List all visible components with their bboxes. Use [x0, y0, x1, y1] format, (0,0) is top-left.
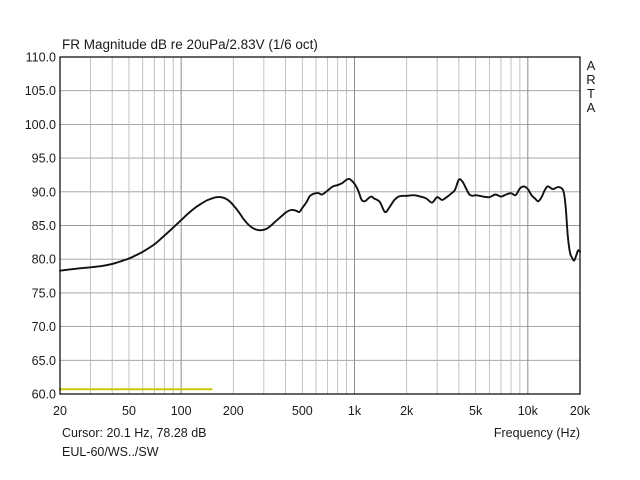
y-tick-label: 75.0	[32, 286, 56, 300]
brand-letter: T	[587, 86, 595, 101]
y-axis-tick-labels: 110.0 105.0 100.0 95.0 90.0 85.0 80.0 75.0 70.0 6…	[25, 51, 56, 402]
brand-letter: R	[586, 72, 595, 87]
y-tick-label: 80.0	[32, 253, 56, 267]
x-tick-label: 20k	[570, 404, 591, 418]
y-tick-label: 60.0	[32, 388, 56, 402]
x-tick-label: 5k	[469, 404, 483, 418]
x-tick-label: 2k	[400, 404, 414, 418]
y-tick-label: 100.0	[25, 118, 56, 132]
frequency-response-line	[59, 178, 581, 272]
x-tick-label: 20	[53, 404, 67, 418]
cursor-readout: Cursor: 20.1 Hz, 78.28 dB	[62, 426, 207, 440]
y-tick-label: 70.0	[32, 320, 56, 334]
x-axis-tick-labels: 20 50 100 200 500 1k 2k 5k 10k 20k	[53, 404, 591, 418]
y-tick-label: 90.0	[32, 185, 56, 199]
x-tick-label: 500	[292, 404, 313, 418]
y-tick-label: 65.0	[32, 354, 56, 368]
brand-letter: A	[587, 58, 596, 73]
plot-area-border	[59, 56, 581, 395]
file-label: EUL-60/WS../SW	[62, 445, 159, 459]
x-tick-label: 50	[122, 404, 136, 418]
y-tick-label: 105.0	[25, 84, 56, 98]
brand-letter: A	[587, 100, 596, 115]
x-tick-label: 200	[223, 404, 244, 418]
minor-gridlines	[90, 57, 521, 394]
y-tick-label: 95.0	[32, 152, 56, 166]
x-axis-label: Frequency (Hz)	[494, 426, 580, 440]
x-tick-label: 100	[171, 404, 192, 418]
x-tick-label: 1k	[348, 404, 362, 418]
y-tick-label: 85.0	[32, 219, 56, 233]
chart-title: FR Magnitude dB re 20uPa/2.83V (1/6 oct)	[62, 37, 318, 52]
y-tick-label: 110.0	[26, 51, 56, 65]
major-gridlines	[60, 57, 580, 394]
x-tick-label: 10k	[518, 404, 539, 418]
series-layer	[59, 178, 581, 391]
